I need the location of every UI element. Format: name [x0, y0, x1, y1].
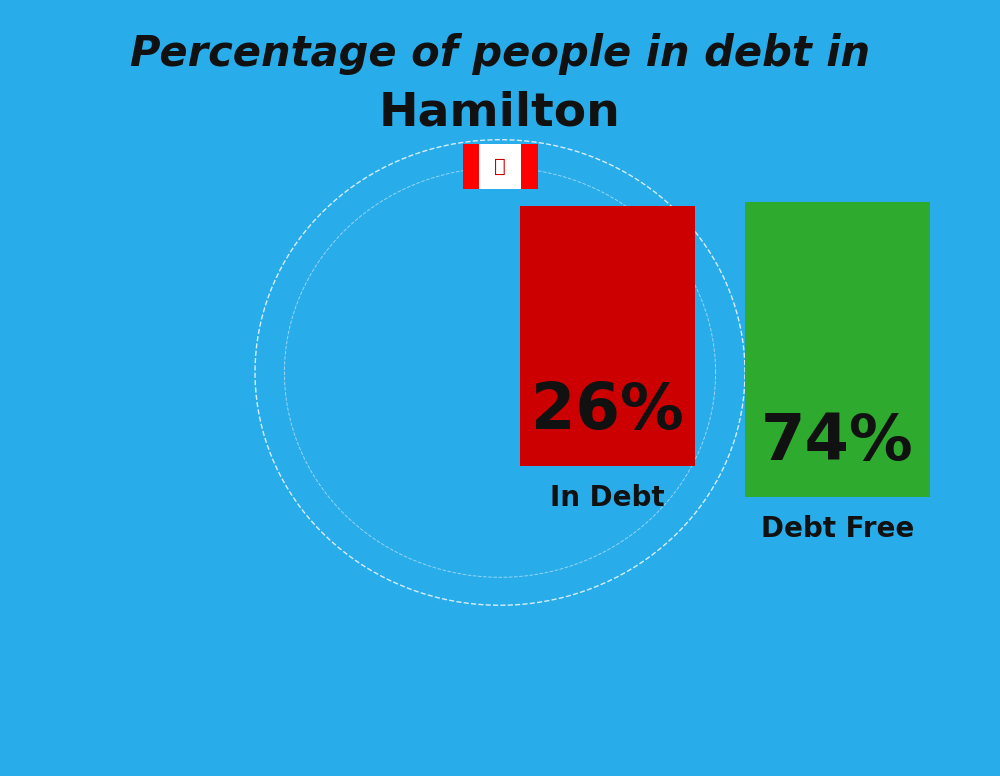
- Text: 🍁: 🍁: [494, 158, 506, 176]
- Bar: [462, 144, 538, 189]
- Text: In Debt: In Debt: [550, 484, 665, 512]
- Bar: [521, 144, 538, 189]
- Text: 74%: 74%: [761, 411, 914, 473]
- Bar: [520, 206, 695, 466]
- Bar: [462, 144, 479, 189]
- Text: Percentage of people in debt in: Percentage of people in debt in: [130, 33, 870, 75]
- Bar: [745, 202, 930, 497]
- Text: 26%: 26%: [531, 380, 684, 442]
- Text: Debt Free: Debt Free: [761, 515, 914, 543]
- Text: Hamilton: Hamilton: [379, 90, 621, 135]
